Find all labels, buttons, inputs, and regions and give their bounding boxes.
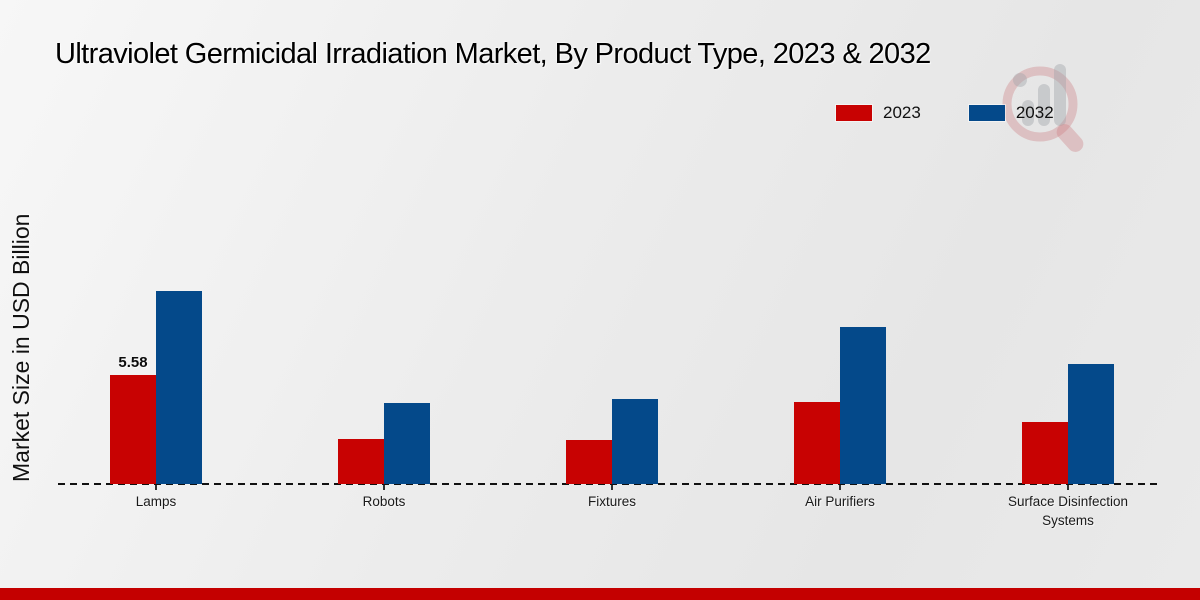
bar-2023-robots	[338, 439, 384, 484]
bar-2032-fixtures	[612, 399, 658, 484]
legend-swatch-2032-icon	[968, 105, 1005, 121]
bar-2032-robots	[384, 403, 430, 484]
watermark-logo-icon	[1002, 64, 1084, 152]
x-axis-tick-air-purifiers	[839, 485, 841, 490]
x-tick-label-robots: Robots	[362, 494, 406, 509]
x-tick-label-fixtures: Fixtures	[587, 494, 636, 509]
bar-2023-surface-disinfection-systems	[1022, 422, 1068, 484]
legend-label-2032: 2032	[1015, 103, 1054, 122]
legend-swatch-2023-icon	[836, 105, 872, 121]
x-tick-label-surface-disinfection-systems: Surface Disinfection Systems	[1007, 494, 1129, 528]
x-tick-label-lamps: Lamps	[135, 494, 177, 509]
bar-2032-lamps	[156, 291, 202, 484]
chart-title: Ultraviolet Germicidal Irradiation Marke…	[55, 38, 931, 70]
x-axis-tick-fixtures	[611, 485, 613, 490]
bar-2032-surface-disinfection-systems	[1068, 364, 1114, 484]
x-tick-label-air-purifiers: Air Purifiers	[805, 494, 875, 509]
footer-accent-bar	[0, 588, 1200, 600]
x-axis-tick-lamps	[155, 485, 157, 490]
x-axis-tick-surface-disinfection-systems	[1067, 485, 1069, 490]
x-axis-baseline	[58, 483, 1160, 485]
bar-2023-lamps	[110, 375, 156, 484]
bar-2032-air-purifiers	[840, 327, 886, 484]
bar-2023-fixtures	[566, 440, 612, 484]
legend-item-2032: 2032	[968, 103, 1054, 123]
data-label-2023-lamps: 5.58	[118, 354, 148, 371]
x-axis-tick-robots	[383, 485, 385, 490]
legend-item-2023: 2023	[836, 103, 921, 123]
legend: 2023 2032	[836, 103, 1054, 123]
legend-label-2023: 2023	[883, 103, 921, 122]
bar-2023-air-purifiers	[794, 402, 840, 484]
